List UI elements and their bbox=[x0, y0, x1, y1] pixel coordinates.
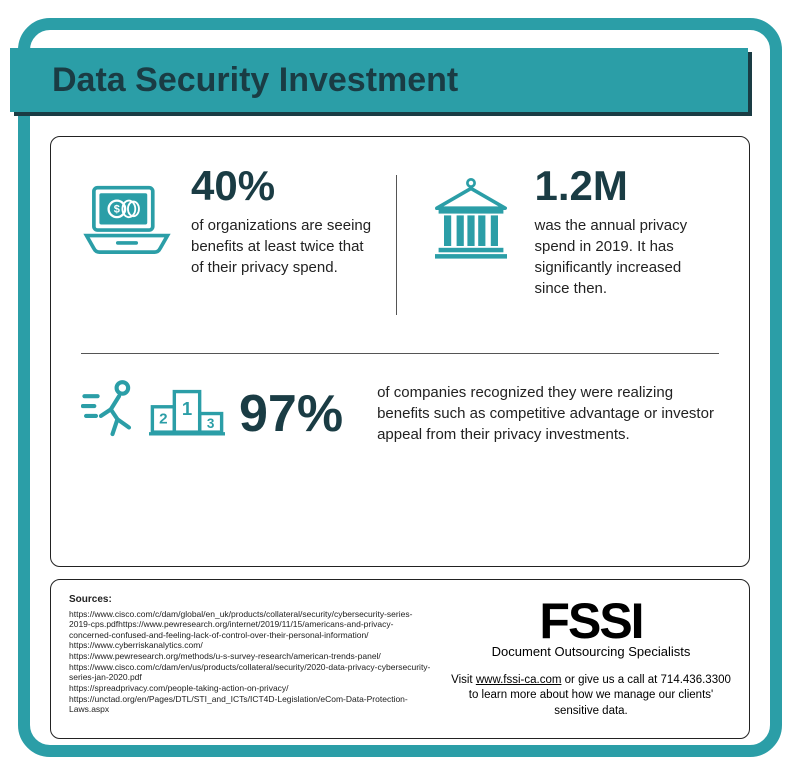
brand-tagline: Document Outsourcing Specialists bbox=[492, 644, 691, 659]
svg-text:3: 3 bbox=[207, 416, 215, 431]
sources-text: https://www.cisco.com/c/dam/global/en_uk… bbox=[69, 609, 430, 715]
stat-value: 40% bbox=[191, 165, 376, 207]
horizontal-divider bbox=[81, 353, 719, 354]
podium-icon: 2 1 3 bbox=[149, 381, 225, 446]
svg-text:1: 1 bbox=[182, 398, 192, 419]
runner-icon bbox=[81, 378, 139, 449]
svg-text:$: $ bbox=[114, 204, 120, 216]
stat-value: 97% bbox=[239, 388, 343, 440]
laptop-dollar-icon: $ bbox=[81, 173, 173, 265]
svg-text:2: 2 bbox=[159, 411, 167, 428]
brand-block: FSSI Document Outsourcing Specialists Vi… bbox=[451, 594, 731, 724]
bottom-icon-group: 2 1 3 bbox=[81, 378, 225, 449]
stat-description: was the annual privacy spend in 2019. It… bbox=[535, 215, 720, 299]
top-stats-row: $ 40% of organizations are seeing benefi… bbox=[81, 165, 719, 345]
stats-panel: $ 40% of organizations are seeing benefi… bbox=[50, 136, 750, 567]
stat-description: of companies recognized they were realiz… bbox=[357, 382, 719, 445]
stat-value: 1.2M bbox=[535, 165, 720, 207]
sources-block: Sources: https://www.cisco.com/c/dam/glo… bbox=[69, 594, 431, 724]
stat-organizations: $ 40% of organizations are seeing benefi… bbox=[81, 165, 396, 345]
cta-prefix: Visit bbox=[451, 674, 476, 686]
page-title: Data Security Investment bbox=[52, 61, 458, 100]
stat-description: of organizations are seeing benefits at … bbox=[191, 215, 376, 278]
bottom-stats-row: 2 1 3 97% of companies recognized they w… bbox=[81, 378, 719, 449]
sources-label: Sources: bbox=[69, 594, 431, 607]
brand-url[interactable]: www.fssi-ca.com bbox=[476, 674, 562, 686]
title-bar: Data Security Investment bbox=[10, 48, 748, 112]
stat-text: 40% of organizations are seeing benefits… bbox=[191, 165, 376, 278]
brand-cta: Visit www.fssi-ca.com or give us a call … bbox=[451, 673, 731, 720]
brand-logo: FSSI bbox=[539, 599, 642, 644]
footer-panel: Sources: https://www.cisco.com/c/dam/glo… bbox=[50, 579, 750, 739]
stat-text: 1.2M was the annual privacy spend in 201… bbox=[535, 165, 720, 299]
stat-privacy-spend: 1.2M was the annual privacy spend in 201… bbox=[397, 165, 720, 345]
institution-icon bbox=[425, 173, 517, 265]
